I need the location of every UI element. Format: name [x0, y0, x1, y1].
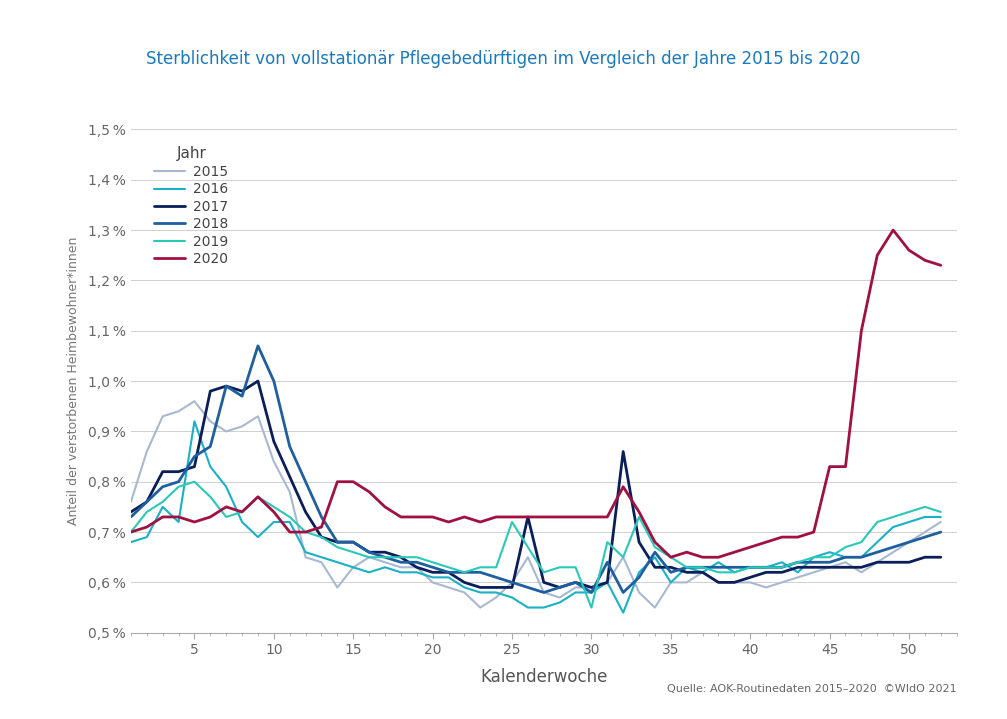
- X-axis label: Kalenderwoche: Kalenderwoche: [480, 668, 607, 686]
- Legend: 2015, 2016, 2017, 2018, 2019, 2020: 2015, 2016, 2017, 2018, 2019, 2020: [154, 147, 229, 266]
- 2017: [252, 377, 264, 385]
- 2016: [188, 417, 200, 426]
- 2019: [427, 558, 439, 567]
- 2020: [665, 553, 677, 562]
- 2017: [125, 508, 137, 516]
- Line: 2015: 2015: [131, 401, 941, 608]
- 2019: [934, 508, 947, 516]
- 2018: [934, 528, 947, 536]
- 2019: [681, 563, 693, 572]
- 2015: [538, 588, 550, 597]
- Line: 2019: 2019: [131, 482, 941, 608]
- 2015: [649, 603, 661, 612]
- 2019: [188, 477, 200, 486]
- 2016: [617, 608, 629, 617]
- 2020: [554, 513, 566, 521]
- 2015: [585, 583, 597, 592]
- 2017: [681, 568, 693, 577]
- 2019: [570, 563, 582, 572]
- 2020: [188, 518, 200, 526]
- 2017: [538, 578, 550, 587]
- 2016: [570, 588, 582, 597]
- 2016: [681, 563, 693, 572]
- 2020: [887, 226, 899, 234]
- 2017: [474, 583, 486, 592]
- 2020: [411, 513, 423, 521]
- 2017: [934, 553, 947, 562]
- 2017: [188, 462, 200, 471]
- Text: Sterblichkeit von vollstationär Pflegebedürftigen im Vergleich der Jahre 2015 bi: Sterblichkeit von vollstationär Pflegebe…: [146, 50, 861, 68]
- 2015: [204, 417, 217, 426]
- 2019: [649, 543, 661, 551]
- 2015: [188, 397, 200, 406]
- 2020: [649, 538, 661, 546]
- 2019: [522, 543, 534, 551]
- 2017: [649, 563, 661, 572]
- 2015: [681, 578, 693, 587]
- 2016: [427, 573, 439, 582]
- 2020: [506, 513, 518, 521]
- 2020: [934, 261, 947, 270]
- 2019: [585, 603, 597, 612]
- 2018: [125, 513, 137, 521]
- 2015: [125, 498, 137, 506]
- Line: 2020: 2020: [131, 230, 941, 557]
- 2019: [125, 528, 137, 536]
- 2020: [125, 528, 137, 536]
- Text: Quelle: AOK-Routinedaten 2015–2020  ©WIdO 2021: Quelle: AOK-Routinedaten 2015–2020 ©WIdO…: [667, 684, 957, 694]
- 2018: [681, 563, 693, 572]
- 2016: [649, 553, 661, 562]
- 2017: [585, 583, 597, 592]
- Line: 2018: 2018: [131, 346, 941, 592]
- 2018: [188, 452, 200, 461]
- 2018: [538, 588, 550, 597]
- 2019: [204, 493, 217, 501]
- 2018: [427, 563, 439, 572]
- 2018: [585, 588, 597, 597]
- 2015: [427, 578, 439, 587]
- 2016: [522, 603, 534, 612]
- Y-axis label: Anteil der verstorbenen Heimbewohner*innen: Anteil der verstorbenen Heimbewohner*inn…: [66, 237, 80, 526]
- Line: 2017: 2017: [131, 381, 941, 587]
- 2017: [427, 568, 439, 577]
- 2016: [204, 462, 217, 471]
- Line: 2016: 2016: [131, 421, 941, 613]
- 2020: [617, 482, 629, 491]
- 2018: [522, 583, 534, 592]
- 2018: [649, 548, 661, 557]
- 2015: [934, 518, 947, 526]
- 2018: [252, 342, 264, 350]
- 2016: [934, 513, 947, 521]
- 2015: [474, 603, 486, 612]
- 2016: [125, 538, 137, 546]
